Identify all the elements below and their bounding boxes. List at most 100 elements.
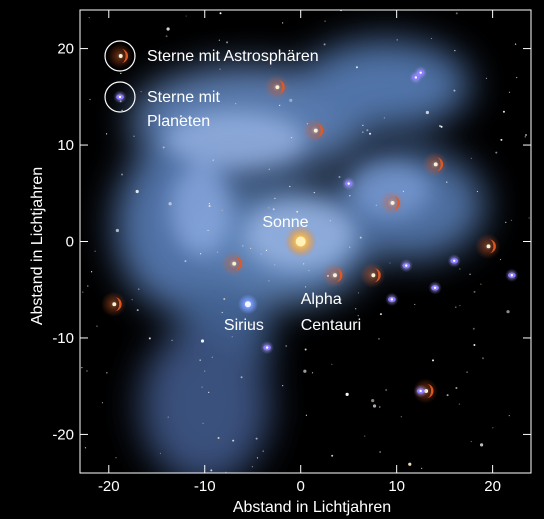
background-star [268,280,270,282]
x-axis-title: Abstand in Lichtjahren [233,499,391,516]
background-star [470,157,472,159]
background-star [84,447,87,449]
background-star [372,404,377,408]
background-star [282,384,284,387]
astrosphere-star-marker [264,74,290,100]
planet-star-marker [447,254,461,268]
background-star [210,469,213,472]
background-star [101,402,104,404]
background-star [289,98,293,102]
background-star [242,245,244,247]
interstellar-nebula [115,40,485,473]
background-star [289,185,291,188]
background-star [466,371,468,373]
background-star [455,387,458,390]
background-star [120,72,122,74]
background-star [82,291,84,293]
background-star [510,219,512,222]
planet-star-marker [428,281,442,295]
background-star [485,77,488,80]
background-star [265,249,268,252]
background-star [481,357,484,360]
background-star [208,391,210,393]
background-star [459,268,461,270]
background-star [379,451,381,453]
planet-star-marker [342,176,356,191]
background-star [339,298,342,301]
background-star [305,414,308,416]
background-starfield [80,10,530,473]
background-star [285,345,287,347]
background-star [362,131,364,133]
background-star [88,17,90,19]
background-star [223,297,226,300]
background-star [516,76,518,79]
background-star [166,27,170,31]
background-star [221,311,223,314]
background-star [369,132,372,135]
background-star [136,309,139,312]
background-star [524,136,526,138]
background-star [199,359,201,361]
background-star [94,250,96,252]
background-star [438,125,441,128]
background-star [473,290,476,293]
background-star [338,175,341,178]
background-star [473,343,476,346]
background-star [204,370,206,372]
planet-star-marker [385,292,399,307]
background-star [216,251,219,253]
planet-star-marker [399,258,413,273]
background-star [255,437,258,440]
background-star [479,443,484,447]
axis-ticks [80,10,531,473]
background-star [81,367,83,369]
background-star [202,422,204,424]
annotation-sirius: Sirius [224,317,264,334]
legend-planet-glyph [113,90,127,104]
y-tick-label: -10 [52,330,74,347]
background-star [238,60,240,62]
background-star [308,269,310,272]
background-star [135,189,139,194]
background-star [421,467,423,470]
background-star [480,283,482,285]
background-star [231,336,233,338]
astrosphere-star-marker [379,190,405,216]
background-star [90,271,93,273]
background-star [121,173,124,176]
background-star [469,273,471,275]
background-star [274,197,276,199]
background-star [303,263,305,265]
axis-tick-labels: -20 -10 0 10 20 20 10 0 -10 -20 [52,41,501,495]
x-tick-label: 10 [388,478,405,495]
background-star [89,98,91,101]
background-star [282,22,284,24]
background-star [219,68,221,70]
background-star [201,386,203,388]
background-star [385,389,388,392]
background-star [251,466,254,468]
background-star [425,110,429,115]
background-star [232,439,235,442]
star-annotations: Sonne Sirius Alpha Centauri [224,214,361,334]
background-star [357,292,360,294]
y-axis-title: Abstand in Lichtjahren [29,167,46,325]
planet-star-marker [413,384,428,398]
background-star [349,195,351,197]
background-star [375,204,377,206]
background-star [323,43,326,46]
background-star [138,288,140,290]
background-star [250,247,252,249]
background-star [430,37,433,40]
background-star [389,262,391,264]
background-star [500,138,503,141]
background-star [226,41,229,44]
background-star [179,115,182,118]
background-star [525,133,528,136]
background-star [200,339,205,343]
x-tick-label: 0 [297,478,305,495]
background-star [508,414,510,417]
background-star [268,207,270,209]
background-star [268,168,270,170]
